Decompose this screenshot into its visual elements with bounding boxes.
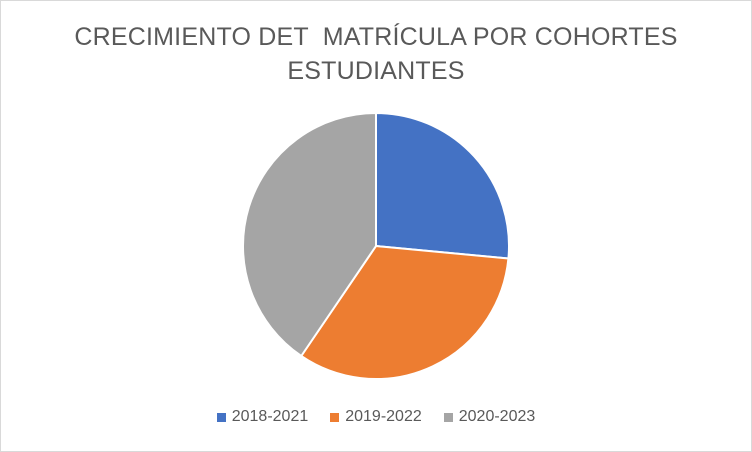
chart-title-line-1: CRECIMIENTO DET MATRÍCULA POR COHORTES [74,23,678,51]
pie-slice-2020-2023 [242,112,377,357]
chart-title-line-2: ESTUDIANTES [287,57,465,85]
pie-slice-2019-2022 [300,245,510,380]
legend: 2018-2021 2019-2022 2020-2023 [0,408,752,426]
legend-label: 2019-2022 [345,408,422,425]
legend-swatch [330,412,340,422]
legend-item-2020-2023: 2020-2023 [443,408,536,426]
legend-label: 2018-2021 [231,408,309,425]
legend-swatch [216,412,226,422]
legend-label: 2020-2023 [458,408,536,425]
pie-slice-2018-2021 [375,112,510,260]
legend-item-2018-2021: 2018-2021 [216,408,309,426]
chart-title: CRECIMIENTO DET MATRÍCULA POR COHORTES E… [0,20,752,88]
legend-item-2019-2022: 2019-2022 [330,408,422,426]
legend-swatch [443,412,453,422]
